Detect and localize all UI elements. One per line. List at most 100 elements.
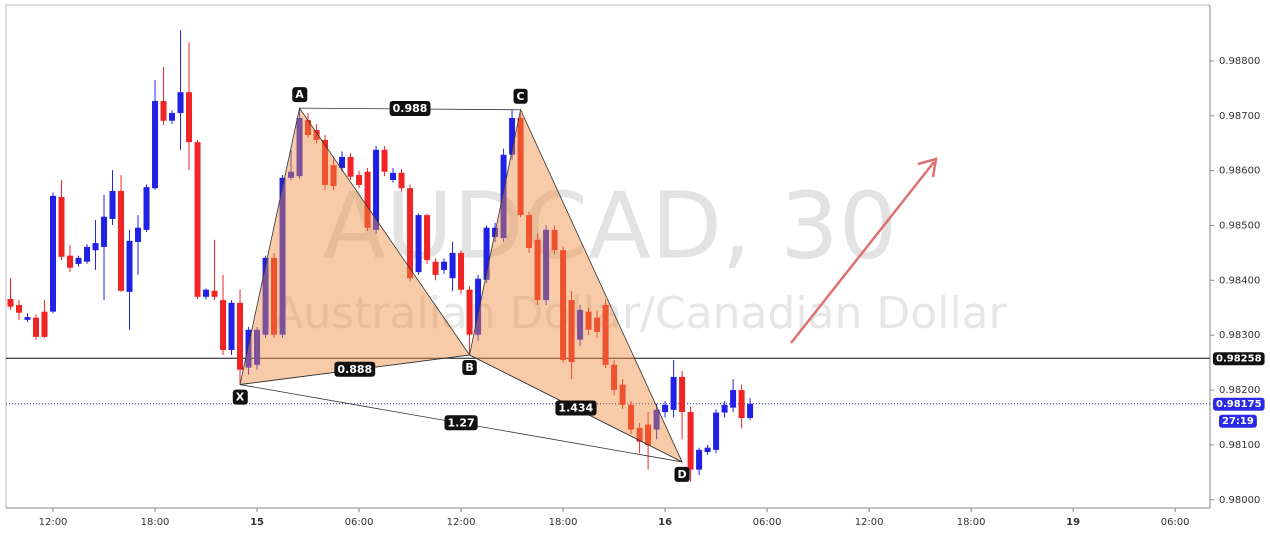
candle-body [415,215,422,273]
point-label-box [513,88,528,104]
candle-body [364,171,371,228]
candle-body [33,317,40,337]
candle-body [585,311,592,330]
point-label: X [236,391,245,404]
candle-body [704,447,711,453]
candle-body [611,364,618,391]
trend-arrow-head [917,157,938,178]
candle-body [738,390,745,419]
x-tick-label: 16 [658,517,672,528]
candle-body [186,92,193,143]
countdown-label: 27:19 [1222,416,1254,427]
candle-body [602,305,609,365]
candle-body [483,227,490,280]
candle-body [390,172,397,180]
y-tick-label: 0.98300 [1219,330,1260,341]
candle-body [109,190,116,219]
candle-body [177,92,184,114]
trend-arrow [790,161,935,344]
y-tick-label: 0.98400 [1219,275,1260,286]
candle-body [679,376,686,413]
x-tick-label: 12:00 [855,517,884,528]
countdown-label-box [1219,414,1257,428]
candle-body [169,113,176,121]
ratio-label: 1.434 [558,401,593,414]
plot-frame [5,4,1211,509]
candle-body [730,390,737,408]
candle-body [7,299,14,307]
candle-body [534,239,541,301]
candle-body [296,117,303,177]
candle-body [143,187,150,230]
candle-body [645,424,652,445]
candle-body [75,257,82,264]
point-label: D [678,468,687,481]
price-line-label-box [1213,352,1265,366]
candle-body [628,404,635,430]
candle-body [194,142,201,297]
ratio-label: 0.988 [393,102,428,115]
candle-body [126,240,133,292]
y-tick-label: 0.98100 [1219,440,1260,451]
y-tick-label: 0.98700 [1219,111,1260,122]
ratio-label-box [444,415,478,431]
ratio-label-box [555,400,597,416]
ratio-label-box [334,361,376,377]
x-tick-label: 18:00 [141,517,170,528]
candle-body [288,171,295,178]
x-tick-label: 15 [250,517,264,528]
candle-body [594,317,601,332]
candle-body [373,149,380,230]
candle-body [432,261,439,275]
y-tick-label: 0.98600 [1219,166,1260,177]
candle-body [50,195,57,312]
x-tick-label: 06:00 [345,517,374,528]
candle-body [262,257,269,335]
candle-body [398,172,405,189]
candle-body [721,404,728,413]
y-tick-label: 0.98000 [1219,495,1260,506]
x-tick-label: 19 [1066,517,1080,528]
point-label-box [462,359,477,375]
y-tick-label: 0.98800 [1219,56,1260,67]
candle-body [237,302,244,370]
candle-body [441,261,448,270]
candle-body [135,227,142,242]
candle-body [245,329,252,368]
x-tick-label: 18:00 [957,517,986,528]
candle-body [271,257,278,335]
candle-body [407,188,414,279]
candle-body [577,309,584,340]
candle-body [101,216,108,247]
candle-body [356,175,363,185]
candle-body [568,300,575,363]
candle-body [228,302,235,351]
candle-body [551,229,558,251]
ratio-label: 0.888 [337,363,372,376]
candle-body [330,165,337,187]
point-label: C [517,90,525,103]
candle-body [279,177,286,335]
candle-body [424,215,431,261]
candle-body [84,246,91,262]
candle-body [509,117,516,155]
candle-body [696,449,703,470]
candle-body [475,278,482,335]
x-tick-label: 12:00 [447,517,476,528]
x-tick-label: 18:00 [549,517,578,528]
candle-body [211,290,218,297]
y-tick-label: 0.98500 [1219,221,1260,232]
candle-body [220,300,227,351]
candle-body [636,427,643,442]
candle-body [466,289,473,335]
candle-body [58,196,65,257]
ratio-label: 1.27 [447,416,474,429]
candle-body [653,409,660,430]
last-price-label-box [1213,397,1265,411]
candle-body [713,412,720,450]
candle-body [687,412,694,470]
candle-body [322,139,329,185]
point-label-box [292,87,308,103]
